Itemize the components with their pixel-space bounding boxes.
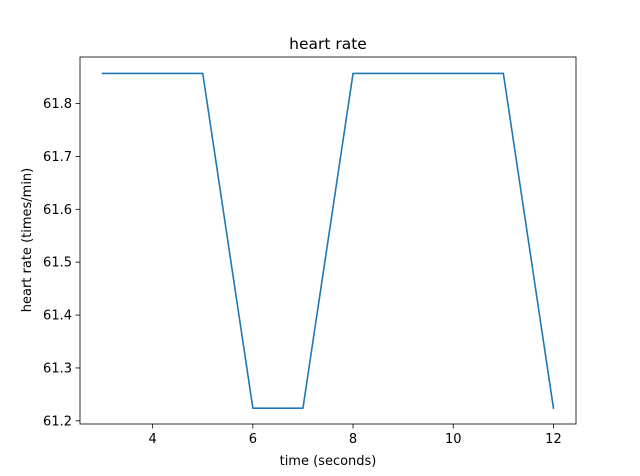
x-axis-label: time (seconds) xyxy=(280,454,377,469)
data-point xyxy=(452,73,454,75)
data-point xyxy=(102,73,104,75)
data-point xyxy=(152,73,154,75)
data-point xyxy=(553,407,555,409)
y-tick-label: 61.6 xyxy=(43,203,72,218)
x-tick-label: 10 xyxy=(445,432,462,447)
x-tick-label: 4 xyxy=(149,432,157,447)
chart-title: heart rate xyxy=(289,35,367,53)
y-axis-label: heart rate (times/min) xyxy=(20,168,35,313)
x-axis-ticks: 4 6 8 10 12 xyxy=(149,424,562,447)
y-tick-label: 61.5 xyxy=(43,256,72,271)
data-point xyxy=(202,73,204,75)
y-tick-label: 61.8 xyxy=(43,97,72,112)
y-tick-label: 61.2 xyxy=(43,414,72,429)
data-point xyxy=(252,407,254,409)
data-point xyxy=(402,73,404,75)
series-line-0 xyxy=(101,72,555,410)
axes-frame xyxy=(79,56,577,425)
plot-area xyxy=(101,72,555,410)
x-tick-label: 6 xyxy=(249,432,257,447)
data-point xyxy=(302,407,304,409)
x-tick-label: 8 xyxy=(349,432,357,447)
data-point xyxy=(352,73,354,75)
x-tick-label: 12 xyxy=(545,432,562,447)
data-point xyxy=(503,73,505,75)
y-tick-label: 61.4 xyxy=(43,309,72,324)
y-tick-label: 61.3 xyxy=(43,361,72,376)
y-axis-ticks: 61.2 61.3 61.4 61.5 61.6 61.7 61.8 xyxy=(43,97,80,429)
y-tick-label: 61.7 xyxy=(43,150,72,165)
